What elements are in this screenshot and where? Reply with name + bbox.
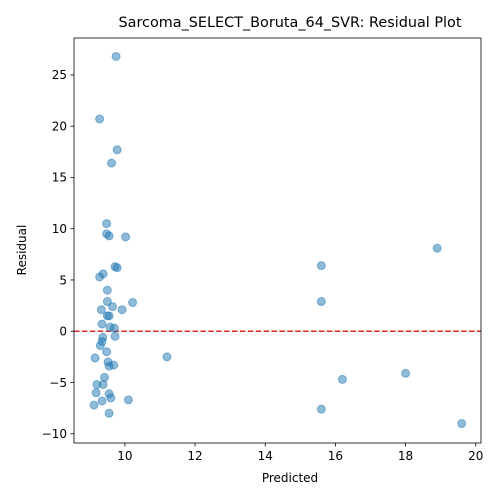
data-point-9 xyxy=(316,261,326,271)
data-point-41 xyxy=(91,388,101,398)
data-point-11 xyxy=(112,263,122,273)
chart-title: Sarcoma_SELECT_Boruta_64_SVR: Residual P… xyxy=(119,15,462,31)
data-point-38 xyxy=(337,374,347,384)
data-point-4 xyxy=(102,219,112,229)
data-point-25 xyxy=(109,323,119,333)
y-tick-label-25: 25 xyxy=(52,68,67,82)
data-point-32 xyxy=(162,352,172,362)
x-tick-label-10: 10 xyxy=(117,449,132,463)
y-tick-label-5: 5 xyxy=(59,273,67,287)
data-point-40 xyxy=(98,380,108,390)
data-point-43 xyxy=(106,393,116,403)
data-point-30 xyxy=(102,347,112,357)
data-point-16 xyxy=(128,298,138,308)
data-point-3 xyxy=(107,158,117,168)
data-point-6 xyxy=(104,231,114,241)
data-point-0 xyxy=(111,51,121,61)
data-point-22 xyxy=(104,311,114,321)
y-axis-label: Residual xyxy=(15,225,29,276)
y-tick-label--10: −10 xyxy=(42,427,67,441)
data-point-46 xyxy=(89,400,99,410)
y-tick-label-0: 0 xyxy=(59,325,67,339)
axes-frame xyxy=(73,37,482,444)
data-point-23 xyxy=(97,319,107,329)
y-tick-label-10: 10 xyxy=(52,222,67,236)
data-point-44 xyxy=(97,396,107,406)
x-axis-label: Predicted xyxy=(262,471,318,485)
x-tick-label-20: 20 xyxy=(468,449,483,463)
data-point-8 xyxy=(432,243,442,253)
data-point-36 xyxy=(100,372,110,382)
data-point-1 xyxy=(95,114,105,124)
data-point-7 xyxy=(121,232,131,242)
data-point-35 xyxy=(109,360,119,370)
data-point-37 xyxy=(401,368,411,378)
data-point-19 xyxy=(96,305,106,315)
data-point-47 xyxy=(316,404,326,414)
data-point-49 xyxy=(457,419,467,429)
data-point-18 xyxy=(108,302,118,312)
data-point-31 xyxy=(90,353,100,363)
data-point-2 xyxy=(112,145,122,155)
x-tick-label-12: 12 xyxy=(187,449,202,463)
data-point-28 xyxy=(110,331,120,341)
data-point-29 xyxy=(95,341,105,351)
y-tick-label--5: −5 xyxy=(49,376,67,390)
x-tick-label-14: 14 xyxy=(258,449,273,463)
data-point-14 xyxy=(102,285,112,295)
data-point-48 xyxy=(104,408,114,418)
x-tick-label-16: 16 xyxy=(328,449,343,463)
y-tick-label-20: 20 xyxy=(52,119,67,133)
data-point-45 xyxy=(123,395,133,405)
data-point-13 xyxy=(95,272,105,282)
data-point-20 xyxy=(117,305,127,315)
x-tick-label-18: 18 xyxy=(398,449,413,463)
plot-area: 10 12 14 16 18 20 −10 −5 0 5 10 15 20 25 xyxy=(42,37,483,463)
y-tick-label-15: 15 xyxy=(52,171,67,185)
data-point-17 xyxy=(316,297,326,307)
data-point-15 xyxy=(102,297,112,307)
